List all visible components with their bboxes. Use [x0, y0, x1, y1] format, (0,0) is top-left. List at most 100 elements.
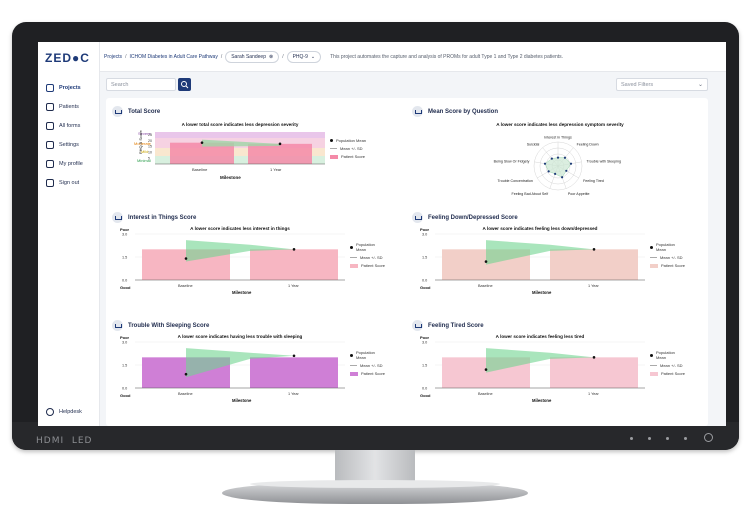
- mean-sd-band: [186, 348, 294, 378]
- search-input[interactable]: Search: [106, 78, 176, 91]
- x-axis-label: Milestone: [232, 290, 252, 295]
- radar-point[interactable]: [556, 156, 560, 159]
- legend: Population Mean Mean +/- SD Patient Scor…: [350, 242, 386, 271]
- app-logo: ZED●C: [45, 51, 90, 65]
- clipboard-icon: [46, 84, 54, 92]
- radar-axis-label: Interest in Things: [544, 136, 572, 140]
- chart-icon[interactable]: [112, 320, 123, 331]
- chart-icon[interactable]: [412, 212, 423, 223]
- sidebar-item-label: Helpdesk: [59, 409, 82, 415]
- sidebar-item-label: All forms: [59, 123, 81, 129]
- band-label-mild: Mild: [141, 149, 148, 154]
- mean-sd-band: [186, 240, 294, 262]
- chart-title: A lower total score indicates less depre…: [181, 122, 299, 127]
- poor-label: Poor: [120, 227, 130, 232]
- mean-sd-band: [202, 139, 280, 147]
- radar-point[interactable]: [565, 169, 568, 172]
- minimal-band: [155, 156, 325, 164]
- y-tick-label: 3.0: [422, 341, 427, 345]
- close-icon[interactable]: ⊗: [268, 53, 274, 60]
- radar-point[interactable]: [561, 176, 564, 179]
- band-label-minimal: Minimal: [137, 158, 151, 163]
- patient-score-bar[interactable]: [550, 249, 638, 280]
- chart-icon[interactable]: [412, 106, 423, 117]
- y-tick-label: 10: [148, 151, 152, 155]
- legend: Population Mean Mean +/- SD Patient Scor…: [330, 138, 366, 162]
- y-tick-label: 5: [148, 157, 150, 161]
- patient-score-bar[interactable]: [248, 143, 312, 164]
- radar-point[interactable]: [563, 156, 567, 159]
- x-axis-label: Milestone: [532, 290, 552, 295]
- population-mean-point[interactable]: [184, 257, 188, 260]
- radar-point[interactable]: [543, 162, 547, 165]
- patient-score-bar[interactable]: [550, 357, 638, 388]
- dashboard-panel: Total Score A lower total score indicate…: [106, 98, 708, 426]
- x-tick-baseline: Baseline: [192, 167, 208, 172]
- good-label: Good: [120, 285, 131, 290]
- y-tick-label: 3.0: [422, 233, 427, 237]
- y-tick-label: 0.0: [122, 279, 127, 283]
- y-tick-label: 1.5: [422, 364, 427, 368]
- population-mean-point[interactable]: [592, 356, 596, 359]
- radar-axis-label: Trouble Concentration: [497, 179, 532, 183]
- monitor-neck: [335, 450, 415, 484]
- radar-point[interactable]: [569, 162, 573, 165]
- poor-label: Poor: [420, 335, 430, 340]
- population-mean-point[interactable]: [200, 141, 204, 144]
- radar-point[interactable]: [554, 172, 557, 175]
- population-mean-point[interactable]: [184, 372, 188, 376]
- breadcrumb-projects[interactable]: Projects: [104, 53, 123, 60]
- y-tick-label: 0.0: [122, 387, 127, 391]
- search-button[interactable]: [178, 78, 191, 91]
- band-label-severe: Severe: [138, 131, 151, 136]
- y-tick-label: 1.5: [422, 256, 427, 260]
- patient-score-bar[interactable]: [250, 357, 338, 388]
- good-label: Good: [420, 285, 431, 290]
- population-mean-point[interactable]: [278, 142, 282, 146]
- card-title: Feeling Down/Depressed Score: [428, 214, 518, 221]
- project-description: This project automates the capture and a…: [330, 53, 564, 60]
- chart-icon[interactable]: [112, 106, 123, 117]
- sleep-score-card: Trouble With Sleeping Score A lower scor…: [110, 318, 406, 424]
- form-select[interactable]: PHQ-9 ⌄: [286, 50, 322, 63]
- legend: Population Mean Mean +/- SD Patient Scor…: [650, 242, 686, 271]
- card-title: Interest in Things Score: [128, 214, 197, 221]
- y-tick-label: 1.5: [122, 364, 127, 368]
- breadcrumb: Projects / ICHOM Diabetes in Adult Care …: [100, 42, 726, 72]
- tired-chart: 3.0 1.5 0.0 Poor Good Baseline 1 Year Milestone: [420, 335, 645, 403]
- y-axis-label: PHQ-9 Score: [138, 129, 143, 154]
- sidebar-item-all-forms[interactable]: All forms: [46, 122, 80, 130]
- sidebar-item-label: Sign out: [59, 180, 80, 186]
- population-mean-point[interactable]: [292, 248, 296, 251]
- sidebar-item-patients[interactable]: Patients: [46, 103, 79, 111]
- population-mean-point[interactable]: [592, 248, 596, 251]
- population-mean-point[interactable]: [484, 368, 488, 371]
- chart-icon[interactable]: [112, 212, 123, 223]
- monitor-button-dot: [684, 437, 687, 440]
- total-score-card: Total Score A lower total score indicate…: [110, 104, 406, 210]
- y-tick-label: 15: [148, 145, 152, 149]
- saved-filters-select[interactable]: Saved Filters ⌄: [616, 78, 708, 91]
- patient-chip[interactable]: Sarah Sandeep ⊗: [225, 50, 280, 63]
- patient-score-bar[interactable]: [170, 142, 234, 164]
- x-tick-1year: 1 Year: [288, 392, 300, 396]
- radar-axis-label: Feeling Tired: [583, 179, 604, 183]
- sidebar-item-sign-out[interactable]: Sign out: [46, 179, 79, 187]
- sidebar-item-projects[interactable]: Projects: [46, 84, 81, 92]
- population-mean-point[interactable]: [292, 354, 296, 358]
- chevron-down-icon: ⌄: [310, 53, 316, 60]
- y-tick-label: 0.0: [422, 387, 427, 391]
- radar-point[interactable]: [550, 157, 553, 160]
- population-mean-point[interactable]: [484, 260, 488, 263]
- breadcrumb-pathway[interactable]: ICHOM Diabetes in Adult Care Pathway: [129, 53, 218, 60]
- total-score-chart: 25 20 15 10 5 Severe Moderate Mild Minimal P…: [134, 129, 325, 180]
- sidebar-item-my-profile[interactable]: My profile: [46, 160, 83, 168]
- sidebar-item-helpdesk[interactable]: Helpdesk: [46, 408, 82, 416]
- chart-icon[interactable]: [412, 320, 423, 331]
- patient-score-bar[interactable]: [250, 249, 338, 280]
- x-axis-label: Milestone: [220, 175, 241, 180]
- sidebar-item-settings[interactable]: Settings: [46, 141, 79, 149]
- y-tick-label: 20: [148, 139, 152, 143]
- sidebar-item-label: Patients: [59, 104, 79, 110]
- radar-point[interactable]: [547, 170, 550, 173]
